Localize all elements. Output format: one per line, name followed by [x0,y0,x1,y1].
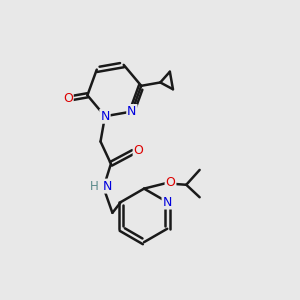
Text: N: N [102,180,112,193]
Text: O: O [134,144,143,157]
Text: N: N [100,110,110,123]
Text: H: H [90,180,98,193]
Text: O: O [63,92,73,105]
Text: O: O [166,176,176,189]
Text: N: N [163,196,172,208]
Text: N: N [127,105,136,118]
